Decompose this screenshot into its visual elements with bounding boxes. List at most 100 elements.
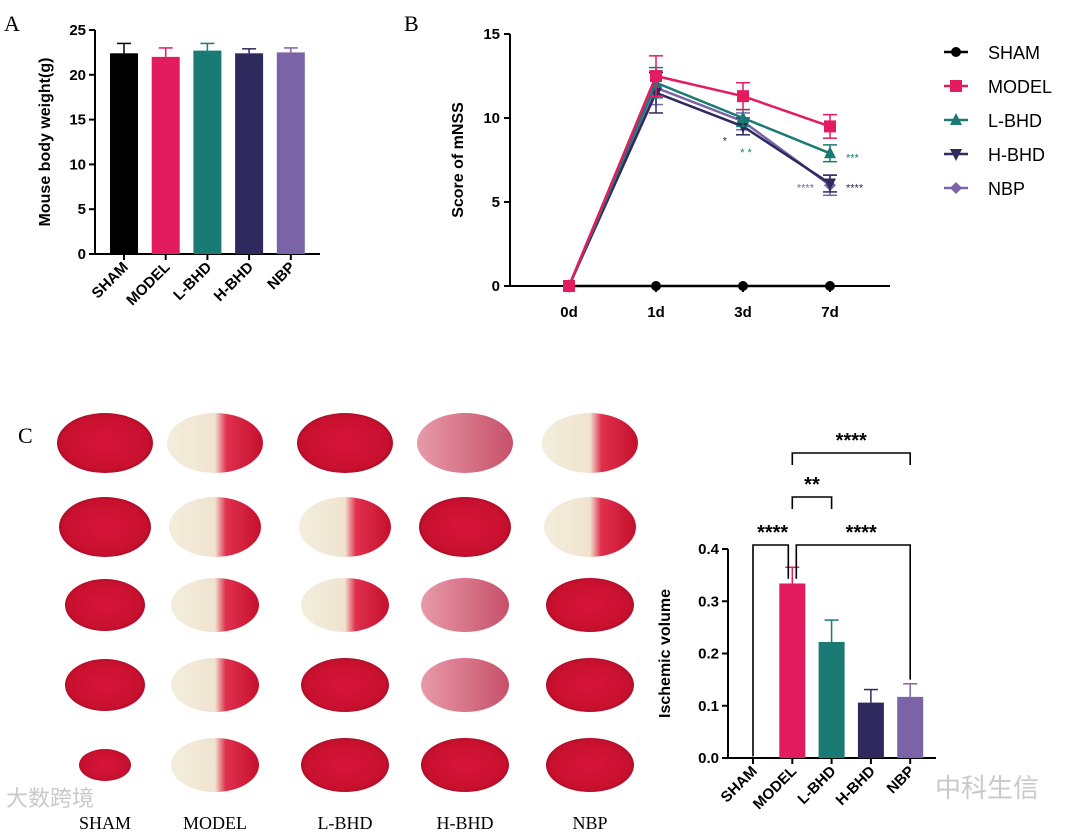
bar-model bbox=[151, 56, 180, 254]
watermark-bottom-left: 大数跨境 bbox=[6, 787, 94, 812]
significance-bracket bbox=[791, 452, 912, 465]
brain-column-nbp: NBP bbox=[542, 413, 638, 833]
significance-label: **** bbox=[846, 522, 877, 544]
brain-slice bbox=[65, 579, 145, 631]
brain-slice bbox=[79, 749, 131, 781]
brain-column-h-bhd: H-BHD bbox=[417, 413, 513, 833]
significance-bracket bbox=[795, 544, 912, 680]
bar-model bbox=[779, 583, 806, 758]
brain-slice bbox=[171, 738, 259, 792]
legend-label: L-BHD bbox=[988, 111, 1042, 131]
y-tick-label: 0 bbox=[492, 278, 500, 295]
legend-marker bbox=[950, 80, 962, 92]
legend-label: MODEL bbox=[988, 77, 1052, 97]
series-line bbox=[567, 81, 831, 287]
y-tick-label: 25 bbox=[69, 22, 86, 39]
significance-bracket bbox=[752, 544, 790, 757]
significance-mark: **** bbox=[797, 183, 815, 195]
bar-h-bhd bbox=[857, 702, 884, 758]
series-line bbox=[567, 74, 831, 287]
y-tick-label: 15 bbox=[483, 26, 500, 43]
y-tick-label: 0.4 bbox=[698, 541, 720, 558]
x-tick-label: 1d bbox=[647, 304, 665, 321]
significance-label: **** bbox=[757, 522, 788, 544]
brain-slice bbox=[299, 497, 391, 557]
series-model bbox=[563, 55, 837, 292]
brain-column-model: MODEL bbox=[167, 413, 263, 833]
series-line bbox=[567, 86, 831, 287]
data-point bbox=[563, 280, 575, 292]
brain-slice bbox=[297, 413, 393, 473]
data-point bbox=[824, 146, 836, 159]
legend-marker bbox=[950, 113, 962, 125]
legend-item-nbp: NBP bbox=[944, 179, 1025, 199]
legend-marker bbox=[951, 47, 961, 57]
y-tick-label: 5 bbox=[492, 194, 500, 211]
data-point bbox=[651, 281, 661, 291]
y-tick-label: 20 bbox=[69, 67, 86, 84]
legend-item-model: MODEL bbox=[944, 77, 1052, 97]
bar-h-bhd bbox=[235, 53, 264, 254]
legend-item-sham: SHAM bbox=[944, 43, 1040, 63]
data-point bbox=[825, 281, 835, 291]
bar-nbp bbox=[897, 696, 924, 758]
brain-column-sham: SHAM bbox=[57, 413, 153, 833]
data-point bbox=[737, 121, 749, 134]
brain-column-label: L-BHD bbox=[318, 813, 373, 833]
legend-label: NBP bbox=[988, 179, 1025, 199]
panel-label-b: B bbox=[404, 11, 419, 36]
brain-slice bbox=[546, 578, 634, 632]
legend-label: SHAM bbox=[988, 43, 1040, 63]
x-tick-label: MODEL bbox=[123, 259, 173, 309]
significance-label: ** bbox=[804, 474, 820, 496]
data-point bbox=[738, 281, 748, 291]
x-tick-label: H-BHD bbox=[211, 259, 257, 305]
brain-slice bbox=[301, 658, 389, 712]
y-tick-label: 0 bbox=[78, 246, 86, 263]
brain-slice bbox=[421, 578, 509, 632]
bar-nbp bbox=[276, 52, 305, 255]
x-tick-label: 3d bbox=[734, 304, 752, 321]
significance-mark: * bbox=[723, 135, 728, 147]
y-tick-label: 0.1 bbox=[698, 698, 719, 715]
brain-column-label: NBP bbox=[572, 813, 607, 833]
brain-slice bbox=[542, 413, 638, 473]
y-axis-label: Mouse body weight(g) bbox=[37, 58, 54, 227]
ttc-brain-slices: SHAM MODEL L-BHD H-BHD NBP bbox=[57, 413, 638, 833]
data-point bbox=[650, 70, 662, 82]
y-tick-label: 5 bbox=[78, 201, 86, 218]
legend-marker bbox=[950, 149, 962, 161]
significance-mark: * * bbox=[740, 147, 752, 159]
y-tick-label: 0.2 bbox=[698, 646, 719, 663]
brain-slice bbox=[419, 497, 511, 557]
x-tick-label: L-BHD bbox=[170, 259, 215, 304]
brain-column-label: SHAM bbox=[79, 813, 131, 833]
brain-slice bbox=[167, 413, 263, 473]
x-tick-label: H-BHD bbox=[833, 763, 879, 809]
x-tick-label: 0d bbox=[560, 304, 578, 321]
x-tick-label: NBP bbox=[264, 259, 298, 293]
y-tick-label: 0.0 bbox=[698, 750, 719, 767]
x-tick-label: NBP bbox=[884, 763, 918, 797]
brain-slice bbox=[171, 578, 259, 632]
data-point bbox=[824, 178, 836, 191]
data-point bbox=[737, 90, 749, 103]
brain-slice bbox=[417, 413, 513, 473]
brain-slice bbox=[301, 738, 389, 792]
brain-slice bbox=[59, 497, 151, 557]
series-line bbox=[567, 91, 831, 287]
y-tick-label: 0.3 bbox=[698, 593, 719, 610]
data-point bbox=[824, 120, 836, 133]
brain-column-label: H-BHD bbox=[437, 813, 494, 833]
legend-marker bbox=[950, 182, 962, 194]
significance-mark: **** bbox=[846, 183, 864, 195]
y-axis-label: Ischemic volume bbox=[657, 589, 674, 718]
brain-slice bbox=[421, 738, 509, 792]
x-tick-label: 7d bbox=[821, 304, 839, 321]
significance-mark: *** bbox=[846, 152, 860, 164]
y-tick-label: 10 bbox=[69, 156, 86, 173]
